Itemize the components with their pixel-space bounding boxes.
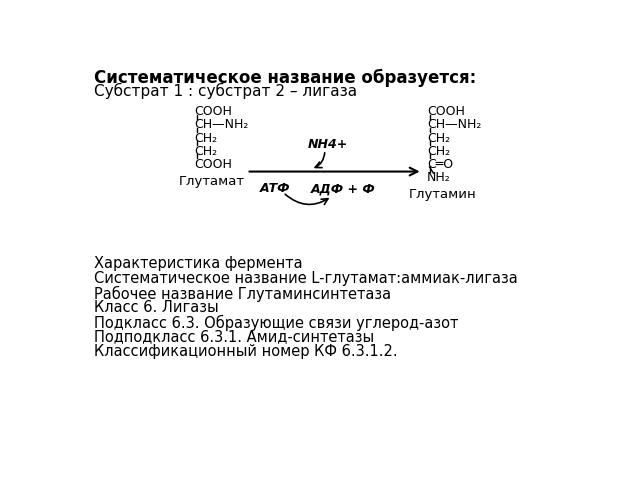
Text: АДФ + Ф: АДФ + Ф <box>311 182 376 195</box>
Text: Подкласс 6.3. Образующие связи углерод-азот: Подкласс 6.3. Образующие связи углерод-а… <box>94 315 458 331</box>
Text: CH—NH₂: CH—NH₂ <box>428 119 481 132</box>
Text: COOH: COOH <box>195 158 232 171</box>
Text: Класс 6. Лигазы: Класс 6. Лигазы <box>94 300 219 315</box>
Text: CH₂: CH₂ <box>428 132 451 144</box>
Text: CH₂: CH₂ <box>195 132 218 144</box>
Text: CH—NH₂: CH—NH₂ <box>195 119 249 132</box>
Text: COOH: COOH <box>195 105 232 119</box>
Text: COOH: COOH <box>428 105 465 119</box>
Text: NH₂: NH₂ <box>428 171 451 184</box>
Text: Глутамин: Глутамин <box>409 188 477 201</box>
Text: Субстрат 1 : субстрат 2 – лигаза: Субстрат 1 : субстрат 2 – лигаза <box>94 83 357 99</box>
Text: CH₂: CH₂ <box>195 144 218 157</box>
Text: Классификационный номер КФ 6.3.1.2.: Классификационный номер КФ 6.3.1.2. <box>94 344 397 359</box>
Text: Систематическое название образуется:: Систематическое название образуется: <box>94 69 476 87</box>
Text: АТФ: АТФ <box>260 182 291 195</box>
Text: Глутамат: Глутамат <box>179 175 244 188</box>
Text: Подподкласс 6.3.1. Амид-синтетазы: Подподкласс 6.3.1. Амид-синтетазы <box>94 329 374 345</box>
Text: CH₂: CH₂ <box>428 144 451 157</box>
Text: NH4+: NH4+ <box>308 138 348 152</box>
Text: Характеристика фермента: Характеристика фермента <box>94 256 303 271</box>
Text: C═O: C═O <box>428 158 453 171</box>
Text: Систематическое название L-глутамат:аммиак-лигаза: Систематическое название L-глутамат:амми… <box>94 271 518 286</box>
Text: Рабочее название Глутаминсинтетаза: Рабочее название Глутаминсинтетаза <box>94 286 391 301</box>
